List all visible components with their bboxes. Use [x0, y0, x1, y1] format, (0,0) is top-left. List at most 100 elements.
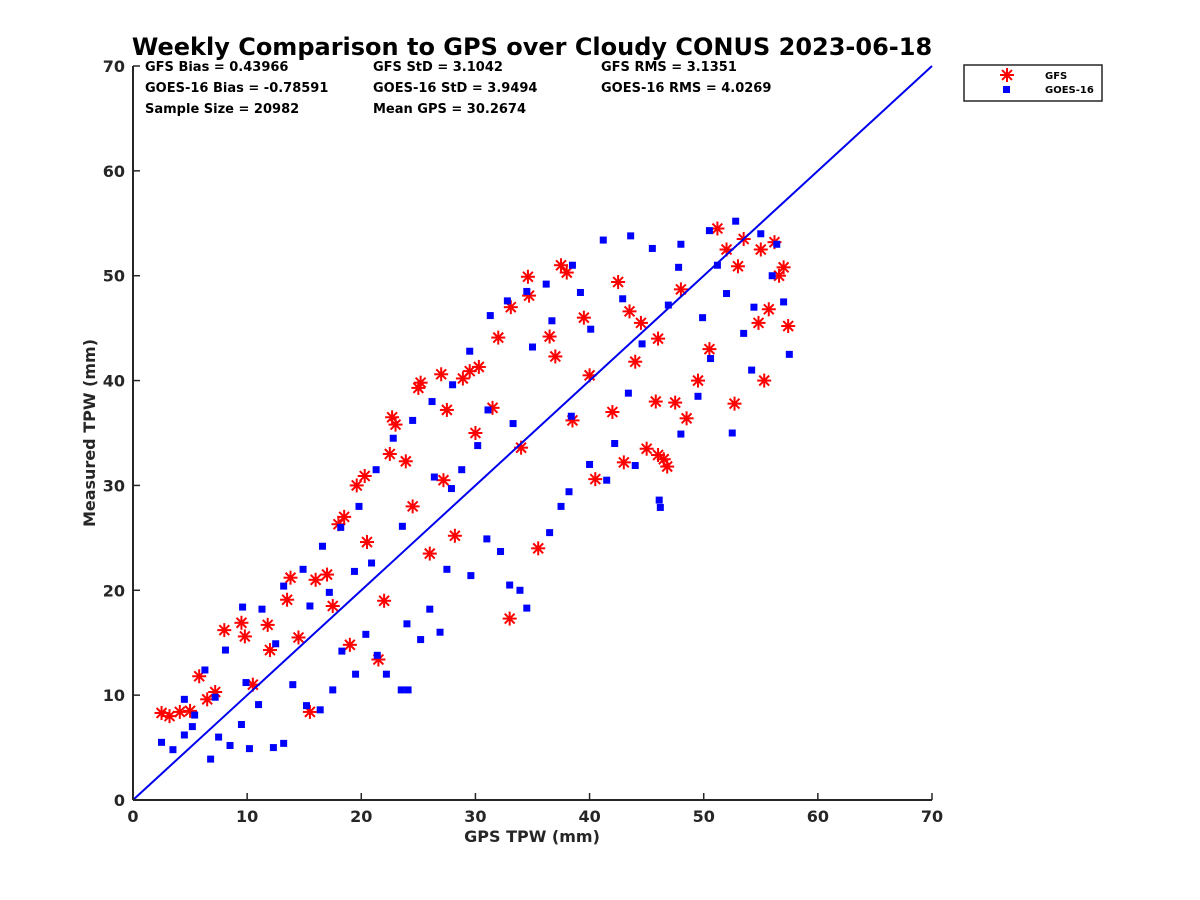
x-tick-label: 20: [350, 807, 372, 826]
goes-16-point: [221, 646, 229, 654]
goes-16-point: [316, 706, 324, 714]
goes-16-point: [773, 240, 781, 248]
gfs-point: [234, 615, 249, 630]
goes-16-point: [624, 389, 632, 397]
y-axis-label: Measured TPW (mm): [80, 339, 99, 527]
goes-16-point: [258, 605, 266, 613]
gfs-point: [576, 310, 591, 325]
goes-16-point: [509, 420, 517, 428]
gfs-point: [280, 592, 295, 607]
gfs-point: [753, 242, 768, 257]
x-tick-label: 30: [464, 807, 486, 826]
goes-16-point: [677, 430, 685, 438]
goes-16-point: [337, 523, 345, 531]
goes-16-point: [355, 502, 363, 510]
y-tick-label: 60: [103, 162, 125, 181]
goes-16-point: [325, 588, 333, 596]
goes-16-point: [503, 297, 511, 305]
goes-16-point: [542, 280, 550, 288]
goes-16-point: [242, 679, 250, 687]
gfs-point: [217, 623, 232, 638]
gfs-point: [531, 541, 546, 556]
goes-16-point: [289, 681, 297, 689]
gfs-point: [422, 546, 437, 561]
gfs-point: [542, 329, 557, 344]
goes-16-point: [426, 605, 434, 613]
goes-16-point: [516, 586, 524, 594]
gfs-point: [349, 478, 364, 493]
goes-16-point: [417, 636, 425, 644]
y-tick-label: 10: [103, 686, 125, 705]
gfs-point: [605, 405, 620, 420]
one-to-one-reference-line: [132, 65, 933, 801]
legend-gfs-marker: [1000, 68, 1014, 82]
goes-16-point: [201, 666, 209, 674]
goes-16-point: [603, 476, 611, 484]
goes-16-point: [169, 746, 177, 754]
goes-16-point: [466, 347, 474, 355]
gfs-point: [405, 499, 420, 514]
gfs-point: [192, 669, 207, 684]
statistics-annotation: GFS Bias = 0.43966 GFS StD = 3.1042 GFS …: [145, 60, 771, 117]
goes-16-point: [158, 738, 166, 746]
goes-16-point: [372, 466, 380, 474]
goes-16-point: [397, 686, 405, 694]
gfs-point: [702, 342, 717, 357]
goes-16-point: [546, 529, 554, 537]
goes-16-point: [523, 287, 531, 295]
legend-gfs-label: GFS: [1045, 71, 1067, 82]
gfs-point: [761, 302, 776, 317]
goes-16-point: [447, 485, 455, 493]
goes-16-point: [368, 559, 376, 567]
gfs-point: [436, 473, 451, 488]
goes-16-point: [713, 261, 721, 269]
gfs-point: [730, 259, 745, 274]
gfs-point: [611, 275, 626, 290]
goes-16-point: [302, 702, 310, 710]
stat-goes-bias: GOES-16 Bias = -0.78591: [145, 81, 328, 96]
goes-16-point: [280, 582, 288, 590]
gfs-point: [359, 535, 374, 550]
goes-16-point: [474, 442, 482, 450]
gfs-point: [434, 367, 449, 382]
legend-goes-16-label: GOES-16: [1045, 85, 1094, 96]
goes-16-point: [382, 670, 390, 678]
goes-16-point: [723, 290, 731, 298]
goes-16-point: [403, 620, 411, 628]
goes-16-point: [486, 312, 494, 320]
goes-16-series: [158, 217, 793, 763]
goes-16-point: [655, 496, 663, 504]
legend-goes-16-marker: [1003, 86, 1010, 93]
goes-16-point: [373, 651, 381, 659]
gfs-point: [776, 260, 791, 275]
goes-16-point: [694, 392, 702, 400]
goes-16-point: [428, 398, 436, 406]
goes-16-point: [699, 314, 707, 322]
legend-asterisk-icon: [1000, 68, 1014, 82]
gfs-point: [679, 411, 694, 426]
gfs-point: [660, 459, 675, 474]
goes-16-point: [627, 232, 635, 240]
goes-16-point: [245, 745, 253, 753]
y-tick-label: 40: [103, 372, 125, 391]
x-tick-label: 60: [807, 807, 829, 826]
gfs-point: [382, 446, 397, 461]
x-tick-label: 40: [578, 807, 600, 826]
y-tick-label: 30: [103, 476, 125, 495]
goes-16-point: [398, 522, 406, 530]
gfs-point: [411, 380, 426, 395]
goes-16-point: [497, 547, 505, 555]
gfs-point: [559, 265, 574, 280]
x-ticks: 0 10 20 30 40 50 60 70: [127, 793, 943, 826]
axes: 0 10 20 30 40 50 60 70 0 10 20 30 40 50 60 70: [103, 57, 943, 826]
goes-16-point: [557, 502, 565, 510]
goes-16-point: [656, 503, 664, 511]
gfs-point: [439, 402, 454, 417]
gfs-point: [342, 637, 357, 652]
goes-16-point: [728, 429, 736, 437]
goes-16-point: [409, 416, 417, 424]
goes-16-point: [750, 303, 758, 311]
goes-16-point: [467, 572, 475, 580]
goes-16-point: [404, 686, 412, 694]
goes-16-point: [191, 711, 199, 719]
